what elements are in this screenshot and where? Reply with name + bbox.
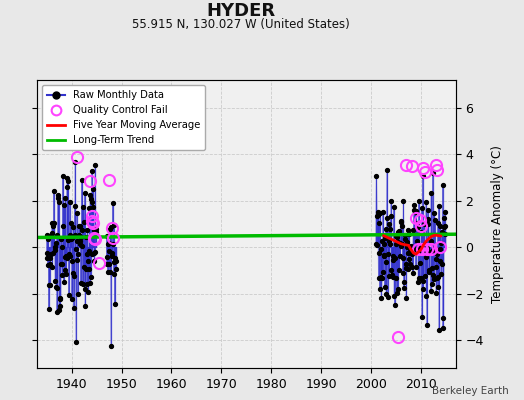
Legend: Raw Monthly Data, Quality Control Fail, Five Year Moving Average, Long-Term Tren: Raw Monthly Data, Quality Control Fail, … xyxy=(42,85,205,150)
Text: Berkeley Earth: Berkeley Earth xyxy=(432,386,508,396)
Y-axis label: Temperature Anomaly (°C): Temperature Anomaly (°C) xyxy=(491,145,504,303)
Text: 55.915 N, 130.027 W (United States): 55.915 N, 130.027 W (United States) xyxy=(132,18,350,31)
Text: HYDER: HYDER xyxy=(206,2,276,20)
